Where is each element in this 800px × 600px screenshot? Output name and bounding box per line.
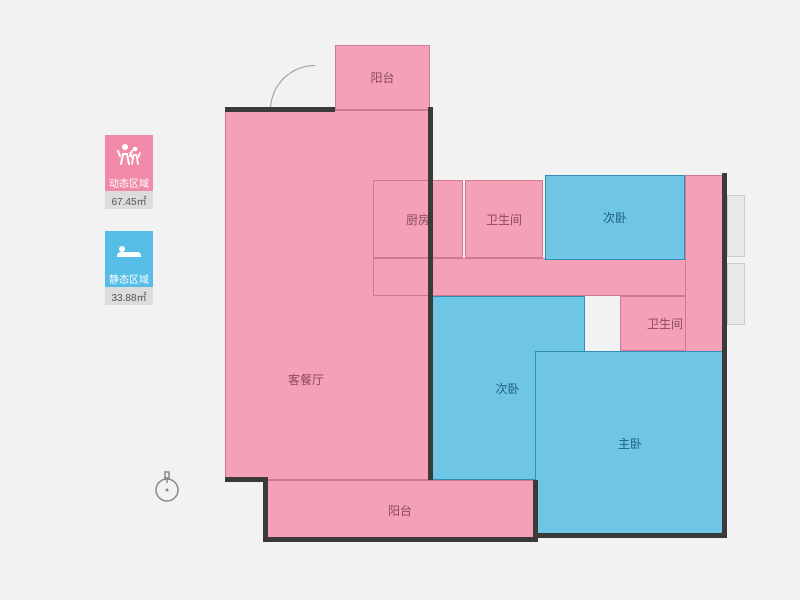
room-balcony-top: 阳台 xyxy=(335,45,430,110)
compass-icon xyxy=(152,470,182,504)
room-label: 客餐厅 xyxy=(288,371,324,388)
wall xyxy=(225,477,267,482)
legend: 动态区域 67.45㎡ 静态区域 33.88㎡ xyxy=(105,135,165,327)
wall xyxy=(225,107,335,112)
room-label: 阳台 xyxy=(370,69,394,86)
wall xyxy=(533,480,538,540)
wall xyxy=(263,477,268,540)
wall xyxy=(263,537,538,542)
room-label: 次卧 xyxy=(603,209,627,226)
exterior-block xyxy=(727,195,745,257)
room-bath1: 卫生间 xyxy=(465,180,543,258)
legend-dynamic-label: 动态区域 xyxy=(105,173,153,191)
room-balcony-bot: 阳台 xyxy=(265,480,535,540)
door-arc xyxy=(270,65,315,110)
room-label: 阳台 xyxy=(388,502,412,519)
legend-static-label: 静态区域 xyxy=(105,269,153,287)
room-label: 次卧 xyxy=(495,380,519,397)
room-bed2-top: 次卧 xyxy=(545,175,685,260)
room-label: 主卧 xyxy=(618,435,642,452)
room-label: 卫生间 xyxy=(647,315,683,332)
room-kitchen: 厨房 xyxy=(373,180,463,258)
people-icon xyxy=(105,135,153,173)
wall xyxy=(535,533,727,538)
legend-dynamic-value: 67.45㎡ xyxy=(105,191,153,209)
room-hall-strip xyxy=(373,258,725,296)
exterior-block xyxy=(727,263,745,325)
room-label: 厨房 xyxy=(406,211,430,228)
wall xyxy=(722,173,727,538)
room-label: 卫生间 xyxy=(486,211,522,228)
sleep-icon xyxy=(105,231,153,269)
room-bed-master: 主卧 xyxy=(535,351,725,535)
wall xyxy=(428,107,433,480)
legend-dynamic: 动态区域 67.45㎡ xyxy=(105,135,165,209)
legend-static: 静态区域 33.88㎡ xyxy=(105,231,165,305)
floorplan: 阳台客餐厅厨房卫生间次卧卫生间次卧主卧阳台 xyxy=(225,45,745,575)
legend-static-value: 33.88㎡ xyxy=(105,287,153,305)
